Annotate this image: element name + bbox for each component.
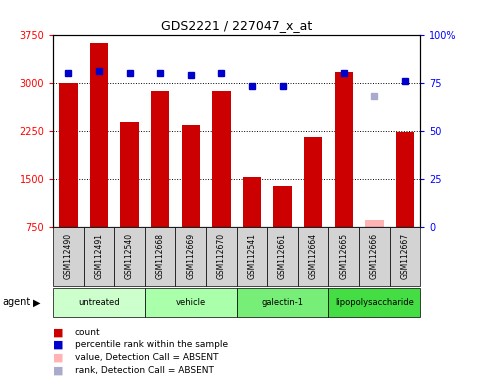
Text: GSM112491: GSM112491 bbox=[95, 233, 103, 279]
Bar bbox=[304, 137, 322, 227]
Bar bbox=[90, 43, 108, 227]
Bar bbox=[237, 288, 328, 317]
Bar bbox=[175, 227, 206, 286]
Text: GSM112670: GSM112670 bbox=[217, 233, 226, 280]
Bar bbox=[273, 185, 292, 227]
Bar bbox=[145, 227, 175, 286]
Text: ■: ■ bbox=[53, 327, 64, 337]
Text: ■: ■ bbox=[53, 353, 64, 362]
Bar bbox=[145, 288, 237, 317]
Bar bbox=[114, 227, 145, 286]
Bar bbox=[359, 227, 390, 286]
Bar bbox=[53, 288, 145, 317]
Bar bbox=[151, 91, 170, 227]
Text: lipopolysaccharide: lipopolysaccharide bbox=[335, 298, 414, 307]
Text: GSM112665: GSM112665 bbox=[339, 233, 348, 280]
Bar bbox=[396, 132, 414, 227]
Text: ■: ■ bbox=[53, 365, 64, 375]
Text: untreated: untreated bbox=[78, 298, 120, 307]
Bar bbox=[335, 72, 353, 227]
Text: ▶: ▶ bbox=[33, 297, 41, 308]
Bar bbox=[328, 288, 420, 317]
Text: GSM112667: GSM112667 bbox=[400, 233, 410, 280]
Bar bbox=[182, 125, 200, 227]
Bar bbox=[328, 227, 359, 286]
Bar bbox=[120, 122, 139, 227]
Bar bbox=[59, 83, 78, 227]
Text: GSM112661: GSM112661 bbox=[278, 233, 287, 279]
Text: GSM112541: GSM112541 bbox=[247, 233, 256, 279]
Text: GSM112668: GSM112668 bbox=[156, 233, 165, 279]
Bar bbox=[212, 91, 230, 227]
Bar bbox=[84, 227, 114, 286]
Title: GDS2221 / 227047_x_at: GDS2221 / 227047_x_at bbox=[161, 19, 313, 32]
Text: count: count bbox=[75, 328, 100, 337]
Bar bbox=[237, 227, 267, 286]
Text: value, Detection Call = ABSENT: value, Detection Call = ABSENT bbox=[75, 353, 218, 362]
Bar bbox=[206, 227, 237, 286]
Bar bbox=[53, 227, 84, 286]
Text: vehicle: vehicle bbox=[176, 298, 206, 307]
Text: GSM112664: GSM112664 bbox=[309, 233, 318, 280]
Text: percentile rank within the sample: percentile rank within the sample bbox=[75, 340, 228, 349]
Text: GSM112490: GSM112490 bbox=[64, 233, 73, 280]
Bar bbox=[243, 177, 261, 227]
Text: GSM112540: GSM112540 bbox=[125, 233, 134, 280]
Bar bbox=[267, 227, 298, 286]
Text: ■: ■ bbox=[53, 340, 64, 350]
Bar bbox=[365, 220, 384, 227]
Bar bbox=[298, 227, 328, 286]
Bar bbox=[390, 227, 420, 286]
Text: rank, Detection Call = ABSENT: rank, Detection Call = ABSENT bbox=[75, 366, 214, 375]
Text: GSM112669: GSM112669 bbox=[186, 233, 195, 280]
Text: agent: agent bbox=[2, 297, 30, 308]
Text: GSM112666: GSM112666 bbox=[370, 233, 379, 280]
Text: galectin-1: galectin-1 bbox=[262, 298, 303, 307]
